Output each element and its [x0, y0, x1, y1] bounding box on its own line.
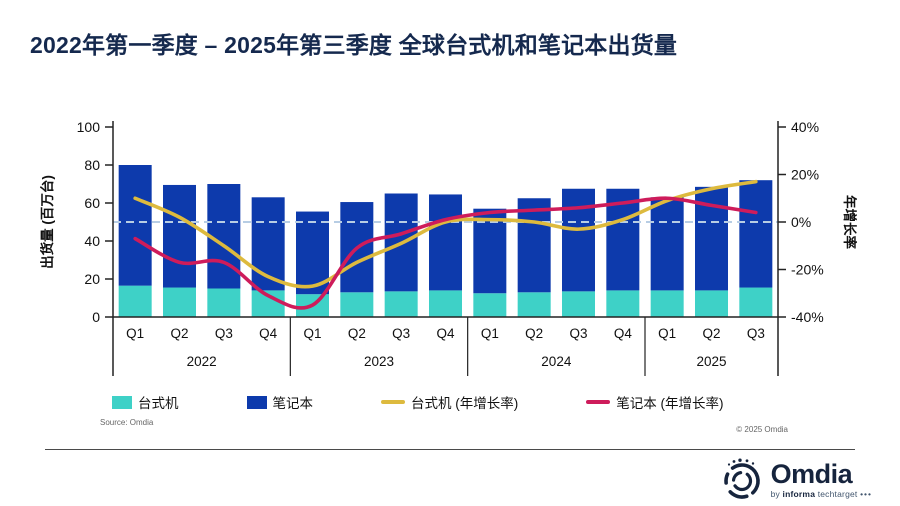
legend-item-desktop-growth: 台式机 (年增长率): [381, 392, 518, 412]
legend-label: 台式机 (年增长率): [411, 396, 519, 411]
legend-label: 台式机: [138, 396, 179, 411]
year-label: 2023: [364, 354, 394, 369]
bar-desktop: [739, 287, 773, 317]
x-tick-label: Q3: [392, 326, 410, 341]
source-note: Source: Omdia: [100, 418, 154, 427]
line-notebook-growth: [133, 196, 758, 310]
x-tick-label: Q2: [702, 326, 720, 341]
x-tick-label: Q3: [569, 326, 587, 341]
omdia-logo: Omdia by informa techtarget •••: [720, 458, 872, 502]
bar-desktop: [384, 291, 418, 317]
y-left-tick-label: 0: [92, 309, 100, 325]
legend-item-notebook-growth: 笔记本 (年增长率): [586, 392, 724, 412]
legend-label: 笔记本: [272, 396, 314, 411]
year-label: 2022: [187, 354, 217, 369]
copyright-note: © 2025 Omdia: [736, 425, 788, 434]
omdia-logo-icon: [723, 458, 760, 499]
y-left-tick-label: 20: [84, 271, 100, 287]
y-right-tick-label: 0%: [791, 214, 811, 230]
shipment-growth-chart: 0 20 40 60 80 100 40% 20% 0% -20% -40% Q1 Q2 Q3 Q4 2022…: [77, 119, 824, 376]
bar-notebook: [118, 165, 152, 286]
bar-desktop: [429, 290, 462, 317]
desktop-growth-line-icon: [381, 400, 405, 404]
bar-desktop: [606, 290, 640, 317]
y-right-tick-label: -20%: [791, 262, 824, 278]
x-tick-label: Q2: [170, 326, 188, 341]
x-tick-label: Q4: [436, 326, 455, 341]
x-tick-label: Q4: [259, 326, 278, 341]
year-label: 2025: [696, 354, 726, 369]
notebook-swatch-icon: [246, 395, 267, 409]
line-desktop-growth: [133, 179, 758, 289]
bar-desktop: [207, 288, 241, 317]
bar-notebook: [429, 194, 462, 291]
y-left-tick-label: 60: [84, 195, 100, 211]
y-right-tick-label: 40%: [791, 119, 819, 135]
legend: 台式机 笔记本 台式机 (年增长率) 笔记本 (年增长率): [112, 392, 724, 412]
legend-item-notebook: 笔记本: [246, 392, 314, 412]
x-tick-label: Q2: [525, 326, 543, 341]
y-right-tick-label: -40%: [791, 309, 824, 325]
bar-desktop: [562, 291, 595, 317]
x-tick-label: Q1: [126, 326, 144, 341]
bar-desktop: [517, 292, 551, 317]
bar-notebook: [562, 188, 595, 292]
omdia-logo-text: Omdia by informa techtarget •••: [771, 461, 872, 499]
x-tick-label: Q3: [215, 326, 233, 341]
footer-divider: [45, 449, 855, 450]
y-left-tick-label: 40: [84, 233, 100, 249]
bar-desktop: [473, 293, 507, 317]
x-tick-label: Q4: [614, 326, 633, 341]
notebook-growth-line-icon: [586, 400, 611, 404]
y-right-axis-title: 年增长率: [842, 195, 857, 249]
bar-desktop: [695, 290, 728, 317]
x-tick-label: Q1: [303, 326, 321, 341]
x-tick-label: Q2: [348, 326, 366, 341]
year-label: 2024: [541, 354, 572, 369]
omdia-tagline: by informa techtarget •••: [770, 489, 872, 500]
omdia-wordmark: Omdia: [770, 459, 853, 490]
bar-notebook: [517, 198, 551, 293]
x-tick-label: Q1: [658, 326, 676, 341]
bar-desktop: [340, 292, 374, 317]
y-left-tick-label: 80: [84, 157, 100, 173]
bar-desktop: [650, 290, 684, 317]
y-left-tick-label: 100: [77, 119, 101, 135]
legend-item-desktop: 台式机: [112, 392, 179, 412]
bar-notebook: [163, 184, 196, 288]
chart-title: 2022年第一季度 – 2025年第三季度 全球台式机和笔记本出货量: [30, 32, 678, 58]
y-right-tick-label: 20%: [791, 167, 819, 183]
legend-label: 笔记本 (年增长率): [616, 396, 724, 411]
x-tick-label: Q1: [481, 326, 499, 341]
x-tick-label: Q3: [747, 326, 765, 341]
bar-notebook: [739, 180, 773, 288]
bar-desktop: [163, 287, 196, 317]
bar-desktop: [118, 285, 152, 317]
desktop-swatch-icon: [112, 395, 132, 409]
bar-notebook: [650, 197, 684, 291]
y-left-axis-title: 出货量 (百万台): [40, 175, 55, 269]
